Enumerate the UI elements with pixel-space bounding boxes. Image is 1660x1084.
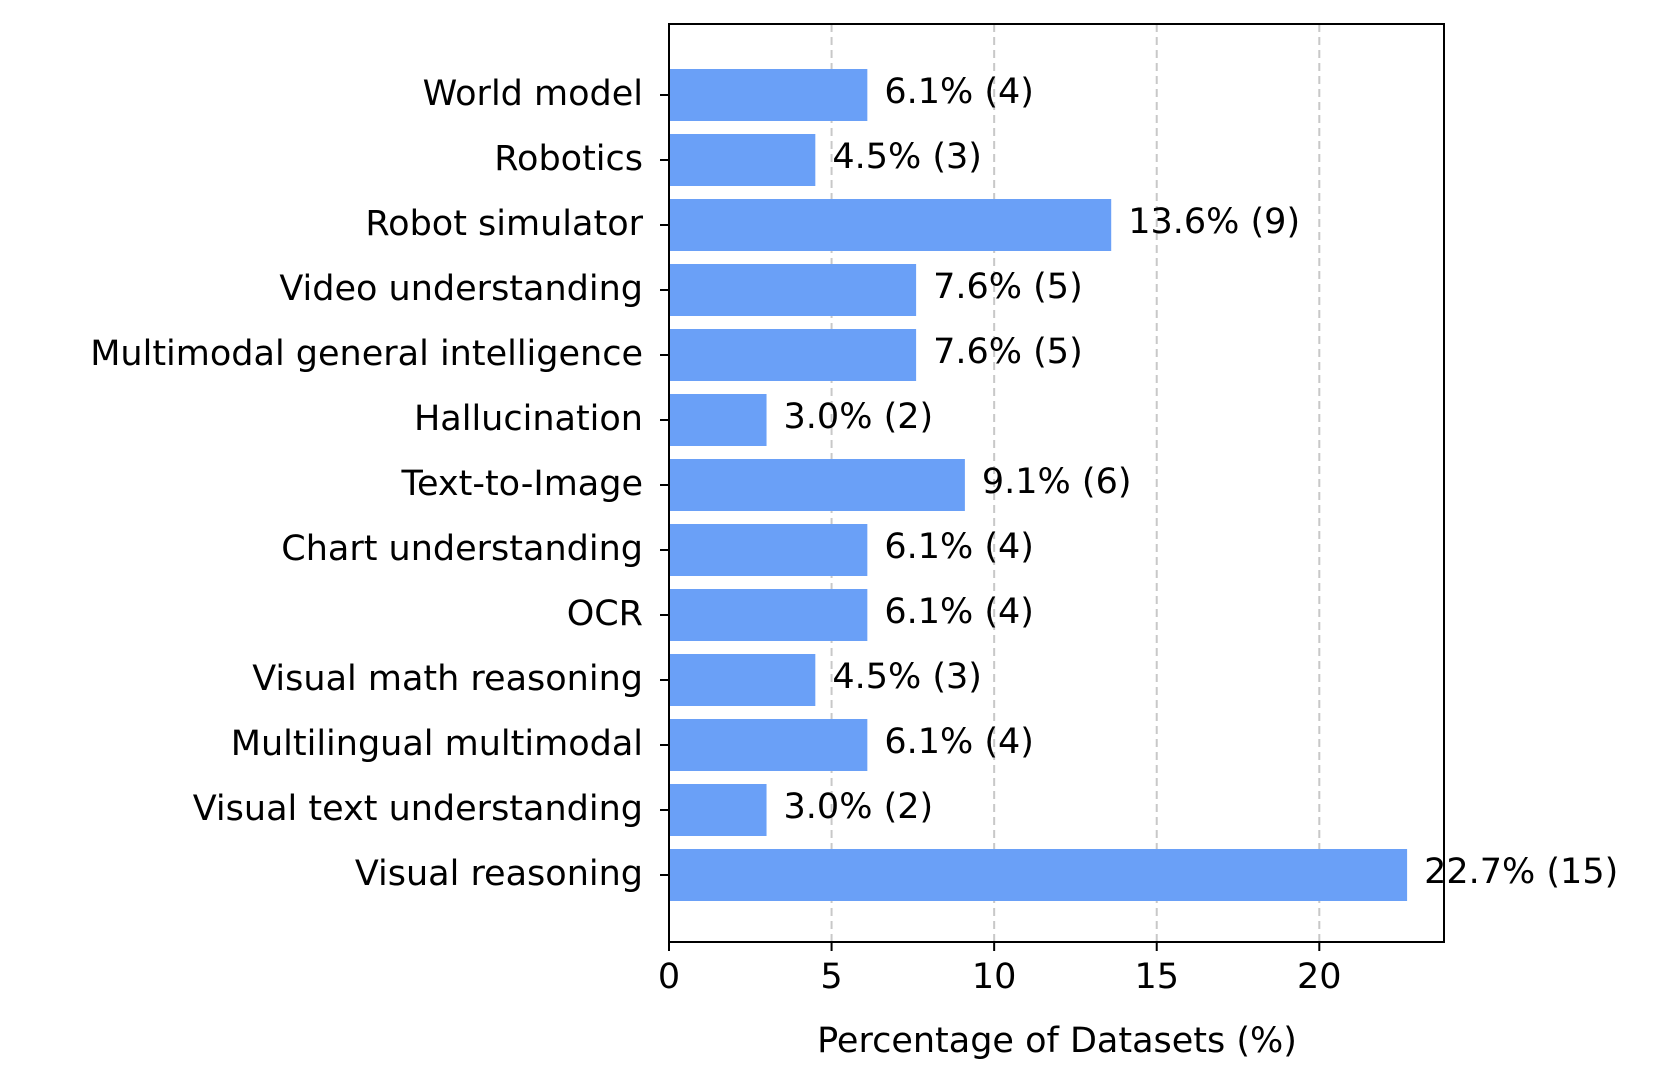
bar bbox=[669, 589, 868, 641]
bar bbox=[669, 524, 868, 576]
y-tick-label: Robotics bbox=[494, 139, 643, 179]
data-labels: 6.1% (4) 4.5% (3) 13.6% (9) 7.6% (5) 7.6% (5… bbox=[784, 72, 1619, 892]
bar bbox=[669, 849, 1408, 901]
data-label: 13.6% (9) bbox=[1128, 202, 1300, 242]
y-tick-label: Text-to-Image bbox=[401, 464, 643, 504]
plot-frame bbox=[668, 23, 1445, 943]
y-tick-label: Visual reasoning bbox=[355, 854, 643, 894]
data-label: 3.0% (2) bbox=[784, 787, 934, 827]
bar bbox=[669, 654, 816, 706]
x-tick-label: 15 bbox=[1134, 957, 1179, 997]
axes: World model Robotics Robot simulator Video … bbox=[90, 23, 1445, 997]
x-tick-label: 5 bbox=[820, 957, 842, 997]
bar bbox=[669, 784, 767, 836]
data-label: 6.1% (4) bbox=[884, 592, 1034, 632]
bar bbox=[669, 719, 868, 771]
y-tick-label: OCR bbox=[567, 594, 643, 634]
x-tick-label: 10 bbox=[972, 957, 1017, 997]
data-label: 4.5% (3) bbox=[832, 657, 982, 697]
bar bbox=[669, 199, 1112, 251]
y-tick-label: Robot simulator bbox=[365, 204, 643, 244]
data-label: 6.1% (4) bbox=[884, 527, 1034, 567]
bar bbox=[669, 134, 816, 186]
data-label: 6.1% (4) bbox=[884, 72, 1034, 112]
y-tick-label: Multimodal general intelligence bbox=[90, 334, 643, 374]
bar bbox=[669, 69, 868, 121]
y-tick-label: Multilingual multimodal bbox=[231, 724, 643, 764]
x-tick-label: 0 bbox=[658, 957, 680, 997]
x-axis-title: Percentage of Datasets (%) bbox=[817, 1021, 1297, 1061]
data-label: 7.6% (5) bbox=[933, 332, 1083, 372]
bar bbox=[669, 394, 767, 446]
y-tick-label: Video understanding bbox=[279, 269, 643, 309]
bar bbox=[669, 329, 917, 381]
data-label: 6.1% (4) bbox=[884, 722, 1034, 762]
y-tick-label: Visual text understanding bbox=[193, 789, 643, 829]
data-label: 22.7% (15) bbox=[1424, 852, 1618, 892]
bar bbox=[669, 459, 965, 511]
x-tick-label: 20 bbox=[1297, 957, 1342, 997]
data-label: 7.6% (5) bbox=[933, 267, 1083, 307]
y-tick-label: Visual math reasoning bbox=[252, 659, 643, 699]
data-label: 3.0% (2) bbox=[784, 397, 934, 437]
bar bbox=[669, 264, 917, 316]
y-tick-label: Chart understanding bbox=[281, 529, 643, 569]
data-label: 4.5% (3) bbox=[832, 137, 982, 177]
y-tick-label: World model bbox=[423, 74, 643, 114]
y-tick-label: Hallucination bbox=[414, 399, 643, 439]
data-label: 9.1% (6) bbox=[982, 462, 1132, 502]
bars bbox=[669, 69, 1408, 901]
